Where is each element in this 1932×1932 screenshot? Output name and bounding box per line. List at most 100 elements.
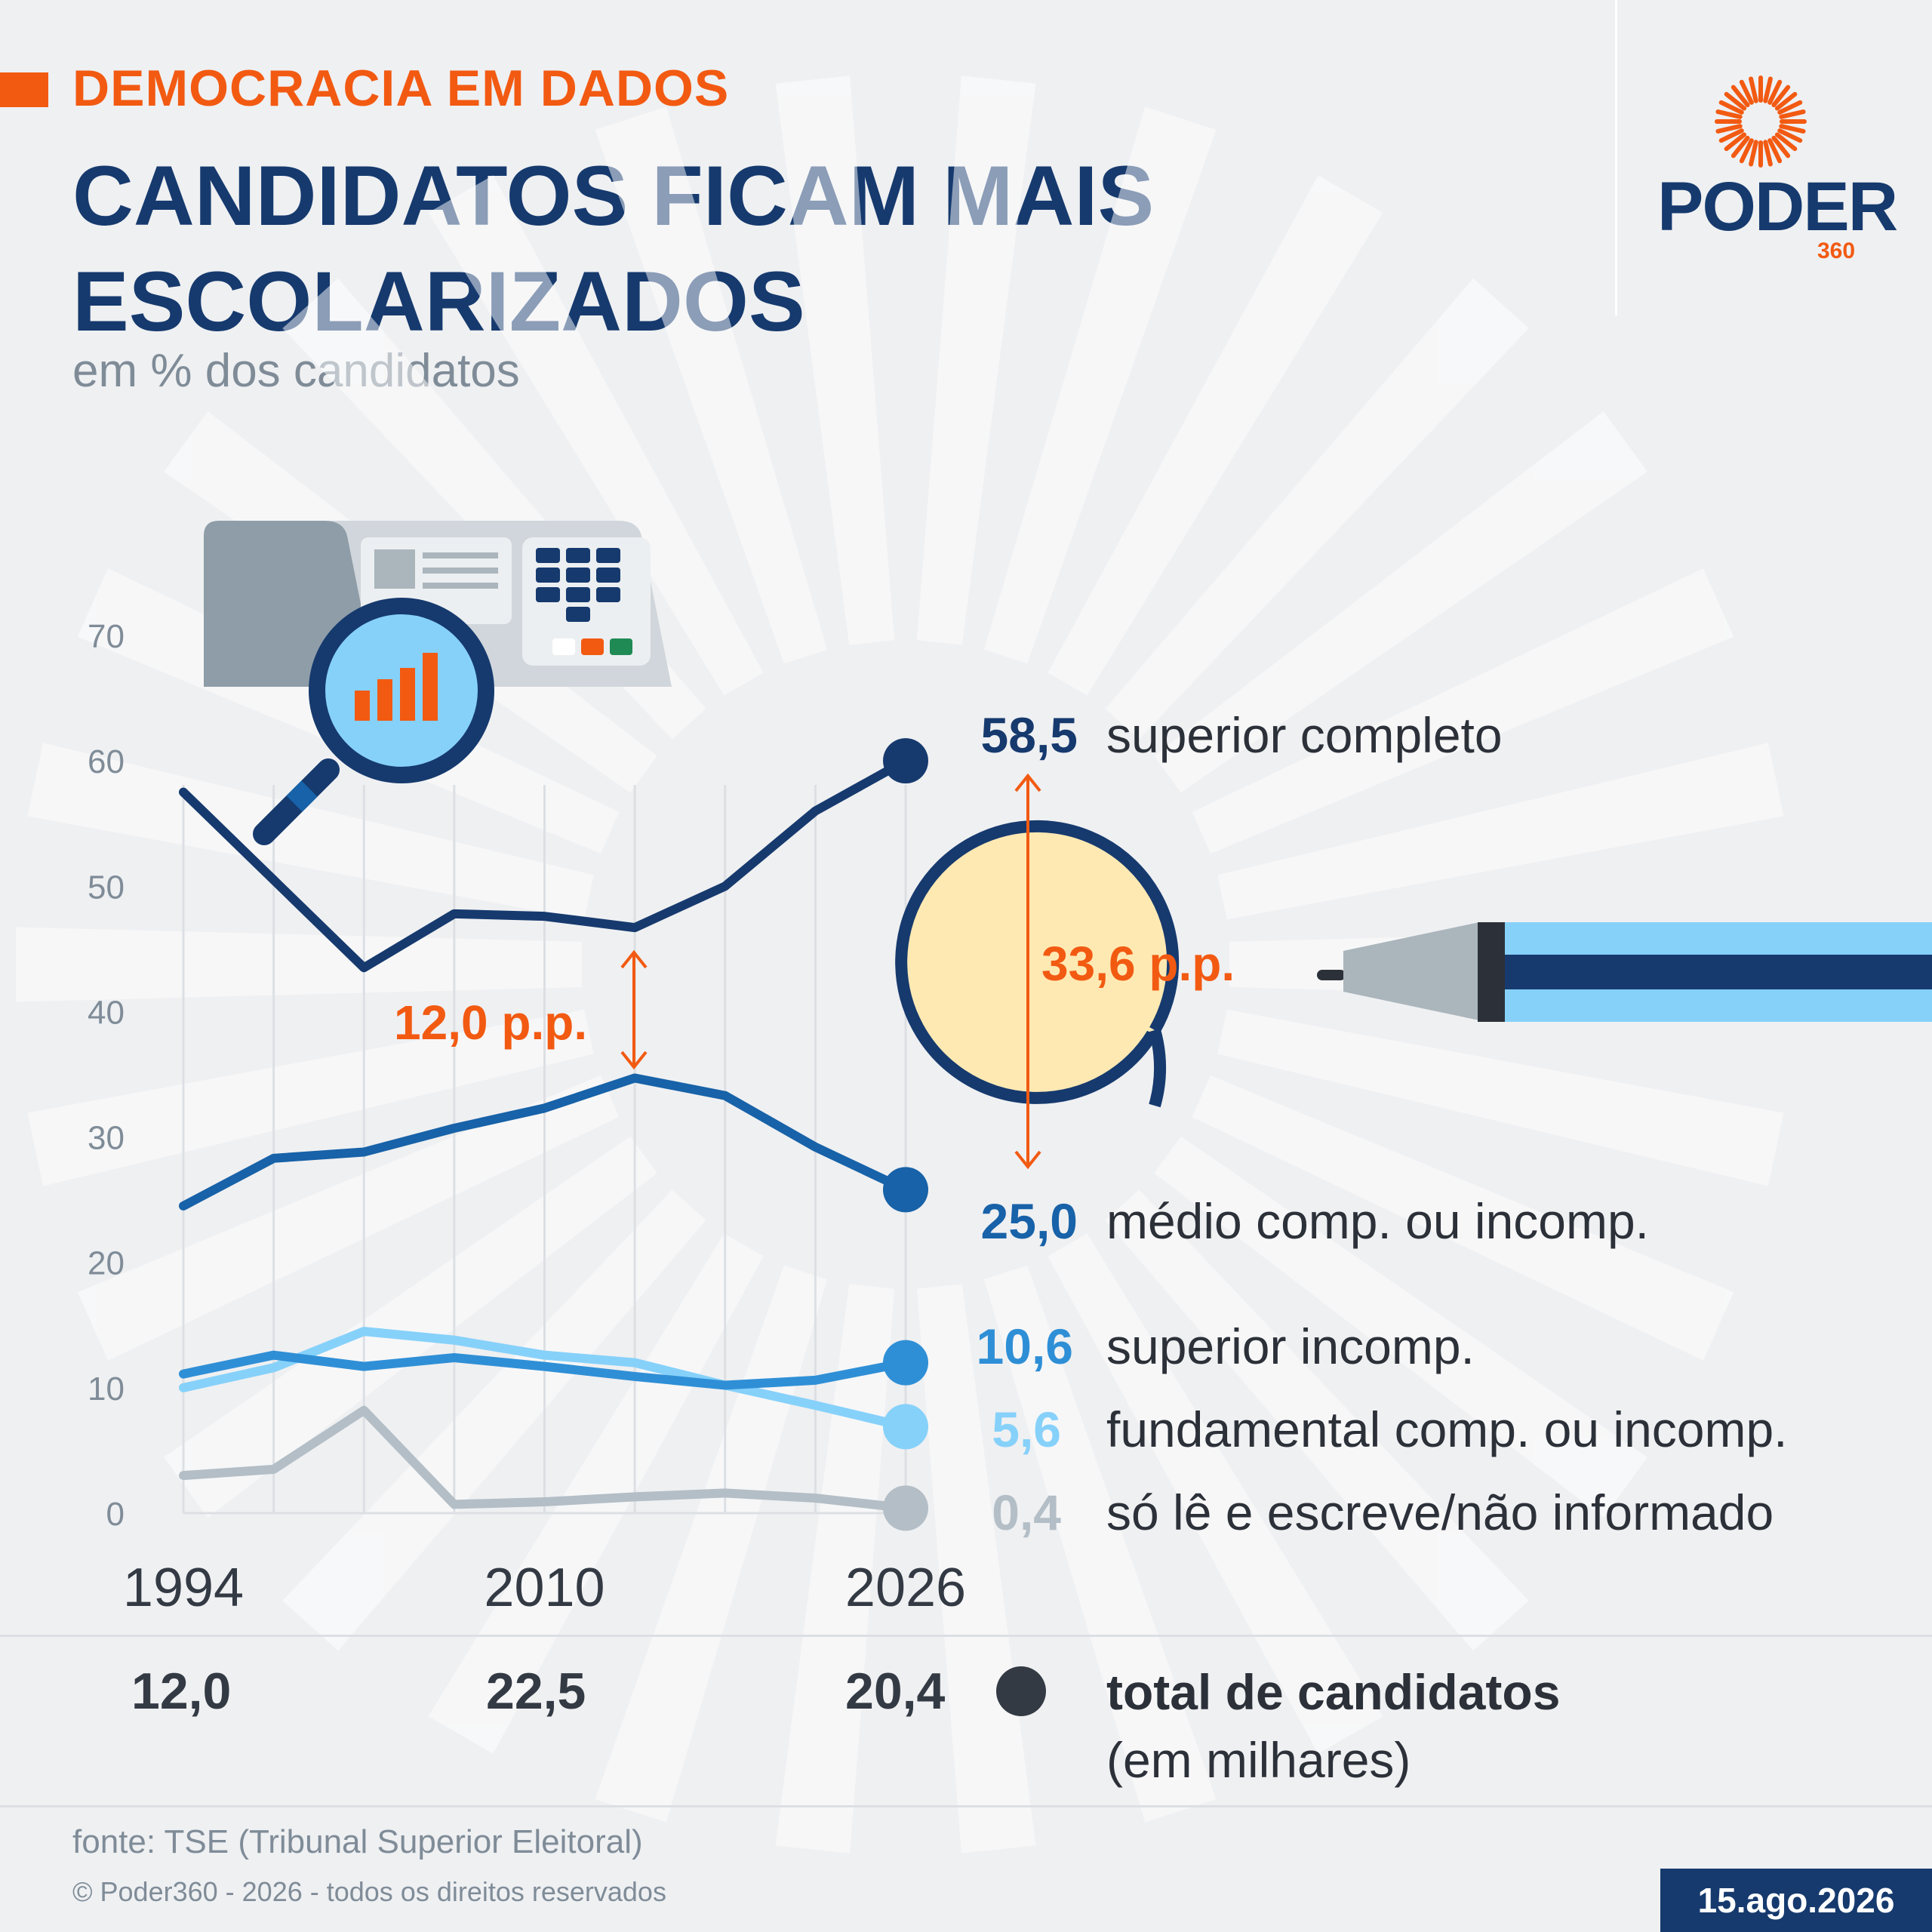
- total-value-1994: 12,0: [131, 1663, 232, 1720]
- y-tick-label: 60: [88, 743, 125, 780]
- brand-name: PODER: [1657, 168, 1898, 245]
- y-tick-label: 50: [88, 869, 125, 906]
- background-ray: [16, 927, 583, 1002]
- magnifying-glass-icon: [253, 598, 494, 845]
- sun-ray: [1730, 135, 1750, 158]
- series-name-so-le: só lê e escreve/não informado: [1106, 1484, 1774, 1540]
- keypad-key: [566, 607, 590, 622]
- keypad-key: [596, 568, 620, 583]
- y-tick-label: 0: [106, 1496, 125, 1533]
- x-tick-label: 2010: [484, 1558, 605, 1618]
- page-subtitle: em % dos candidatos: [72, 345, 520, 397]
- sun-ray: [1715, 109, 1743, 119]
- background-ray: [164, 1136, 657, 1518]
- totals-unit: (em milhares): [1106, 1732, 1411, 1788]
- series-value-so-le: 0,4: [992, 1484, 1061, 1540]
- series-end-dot: [883, 1167, 928, 1213]
- sun-ray: [1771, 85, 1791, 108]
- keypad-key: [536, 587, 560, 602]
- sun-ray: [1749, 76, 1758, 103]
- background-ray: [1217, 1009, 1784, 1186]
- sun-ray: [1724, 91, 1747, 111]
- keypad-key: [536, 548, 560, 563]
- kicker-marker: [0, 72, 48, 107]
- background-ray: [1105, 278, 1529, 740]
- sun-ray: [1724, 132, 1747, 152]
- sun-ray: [1779, 109, 1806, 119]
- background-ray: [1154, 411, 1647, 793]
- keypad-key: [596, 587, 620, 602]
- gap-arrow-2026-tail: [1014, 1150, 1041, 1170]
- series-end-dot: [883, 1404, 928, 1450]
- series-line: [179, 756, 910, 973]
- pen-icon: [1317, 922, 1932, 1022]
- y-tick-label: 20: [88, 1245, 125, 1282]
- annotations: [620, 773, 1041, 1170]
- y-tick-label: 10: [88, 1371, 125, 1407]
- sun-ray: [1749, 140, 1758, 167]
- sun-ray: [1763, 76, 1773, 103]
- background-ray: [916, 75, 1036, 645]
- keypad-key: [566, 587, 590, 602]
- series-name-superior-completo: superior completo: [1106, 707, 1503, 763]
- sun-ray: [1718, 128, 1744, 143]
- background-ray: [1105, 1189, 1529, 1651]
- total-value-2026: 20,4: [845, 1663, 946, 1720]
- series-end-dot: [883, 1340, 928, 1386]
- y-axis: 0 10 20 30 40 50 60 70: [88, 618, 125, 1533]
- gap-annotation-2014: 12,0 p.p.: [394, 995, 588, 1050]
- background-ray: [1192, 568, 1734, 854]
- total-marker-dot: [996, 1666, 1046, 1716]
- series-name-medio: médio comp. ou incomp.: [1106, 1193, 1650, 1249]
- series-name-superior-incomp: superior incomp.: [1106, 1318, 1475, 1374]
- highlight-circle-icon: [895, 820, 1180, 1108]
- background-ray: [1192, 1075, 1734, 1361]
- background-ray: [428, 1233, 764, 1754]
- background-ray: [282, 1189, 706, 1651]
- sun-ray: [1715, 124, 1743, 134]
- totals-divider-bottom: [0, 1805, 1932, 1807]
- series-line: [179, 1405, 910, 1513]
- sun-ray: [1777, 100, 1803, 115]
- x-tick-label: 2026: [845, 1558, 966, 1618]
- background-ray: [27, 743, 594, 920]
- background-ray: [1048, 1233, 1383, 1754]
- background-ray: [775, 1284, 895, 1854]
- keypad-key: [536, 568, 560, 583]
- background-ray: [775, 75, 895, 645]
- background-ray: [983, 106, 1217, 664]
- sun-ray: [1718, 100, 1744, 115]
- x-tick-label: 1994: [123, 1558, 244, 1618]
- date-badge: 15.ago.2026: [1660, 1869, 1932, 1932]
- background-ray: [27, 1009, 594, 1186]
- series-end-markers: [883, 738, 928, 1531]
- totals-divider-top: [0, 1635, 1932, 1637]
- keypad-key: [566, 548, 590, 563]
- sun-ray: [1777, 128, 1803, 143]
- background-ray: [1154, 1136, 1647, 1518]
- series-line: [179, 1350, 910, 1390]
- x-axis: 1994 2010 2026: [123, 1558, 966, 1618]
- sun-ray: [1774, 132, 1798, 152]
- total-value-2010: 22,5: [486, 1663, 586, 1720]
- keypad-key: [596, 548, 620, 563]
- series-value-fundamental: 5,6: [992, 1401, 1061, 1457]
- series-lines: [179, 756, 910, 1513]
- y-tick-label: 30: [88, 1120, 125, 1157]
- sun-ray: [1739, 138, 1754, 164]
- sun-ray: [1767, 79, 1783, 105]
- gap-arrow-2014-head: [620, 949, 648, 969]
- sun-ray: [1730, 85, 1750, 108]
- background-ray: [1217, 743, 1784, 920]
- background-ray: [595, 1265, 828, 1823]
- sun-ray: [1779, 124, 1806, 134]
- background-ray: [595, 106, 828, 664]
- sun-ray: [1774, 91, 1798, 111]
- series-value-medio: 25,0: [980, 1193, 1078, 1249]
- series-name-fundamental: fundamental comp. ou incomp.: [1106, 1401, 1788, 1457]
- sun-ray: [1767, 138, 1783, 164]
- keypad-key: [566, 568, 590, 583]
- series-line: [179, 1073, 910, 1211]
- kicker: DEMOCRACIA EM DADOS: [72, 60, 730, 117]
- brand-number: 360: [1817, 238, 1856, 263]
